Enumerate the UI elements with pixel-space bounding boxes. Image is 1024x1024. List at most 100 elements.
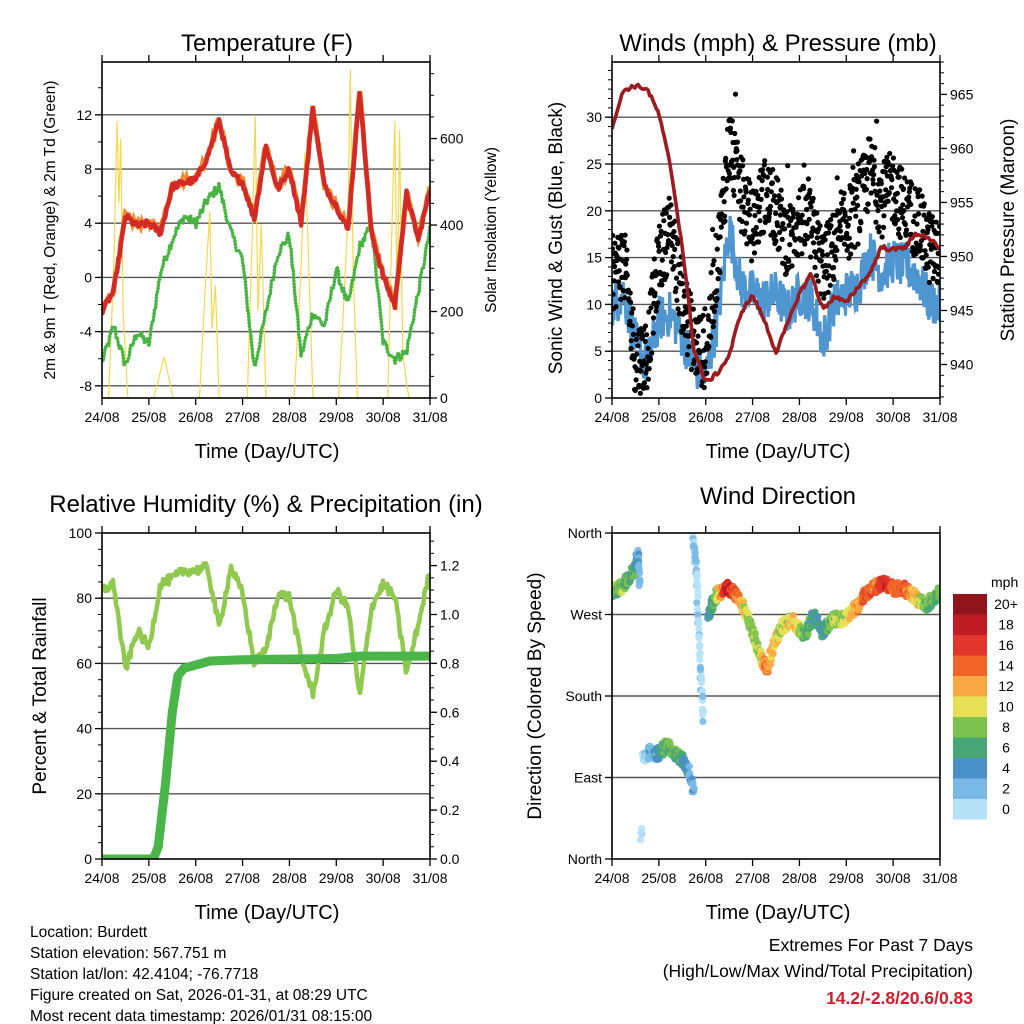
- gust-point: [834, 247, 840, 253]
- gust-point: [632, 387, 638, 393]
- gust-point: [925, 264, 931, 270]
- gust-point: [877, 188, 883, 194]
- x-tick-label: 31/08: [922, 409, 957, 425]
- gust-point: [673, 285, 679, 291]
- winds-title: Winds (mph) & Pressure (mb): [619, 30, 936, 57]
- x-tick-label: 30/08: [876, 409, 911, 425]
- gust-point: [831, 276, 837, 282]
- gust-point: [848, 251, 854, 257]
- gust-point: [633, 336, 640, 342]
- gust-point: [817, 223, 823, 229]
- gust-point: [925, 226, 931, 233]
- gust-point: [648, 305, 654, 311]
- gust-point: [854, 194, 860, 200]
- gust-point: [893, 199, 899, 205]
- extremes-subheading: (High/Low/Max Wind/Total Precipitation): [663, 961, 973, 981]
- y-tick-label: -4: [80, 324, 93, 340]
- gust-point: [782, 226, 788, 232]
- gust-point: [776, 245, 782, 251]
- gust-point: [779, 236, 785, 242]
- gust-point: [628, 345, 634, 352]
- gust-point: [814, 235, 820, 241]
- gust-point: [663, 249, 669, 255]
- gust-point: [723, 155, 729, 161]
- legend-swatch: [953, 635, 987, 656]
- gust-point: [865, 201, 871, 207]
- gust-point: [723, 186, 729, 192]
- gust-point: [612, 291, 616, 297]
- x-tick-label: 29/08: [829, 409, 864, 425]
- gust-point: [714, 296, 720, 302]
- legend-label: 20+: [994, 596, 1018, 612]
- gust-point: [759, 167, 766, 173]
- gust-point: [929, 214, 935, 220]
- direction-point: [751, 629, 759, 638]
- gust-point: [627, 290, 633, 296]
- humidity-title: Relative Humidity (%) & Precipitation (i…: [49, 491, 482, 518]
- direction-point: [696, 666, 705, 674]
- y2-tick-label: 940: [950, 357, 974, 373]
- gust-point: [702, 359, 708, 365]
- gust-point: [852, 244, 858, 250]
- y-tick-label: 4: [84, 215, 92, 231]
- gust-point: [617, 285, 623, 291]
- gust-point: [768, 189, 774, 195]
- gust-point: [902, 221, 909, 227]
- gust-point: [810, 240, 817, 246]
- gust-point: [772, 232, 778, 238]
- gust-point: [864, 176, 870, 182]
- gust-point: [757, 218, 763, 224]
- gust-point: [892, 213, 898, 219]
- gust-point: [799, 251, 805, 257]
- gust-point: [840, 196, 847, 202]
- gust-point: [710, 226, 716, 233]
- wind-direction-xlabel: Time (Day/UTC): [706, 902, 851, 924]
- gust-point: [799, 212, 805, 218]
- gust-point: [767, 203, 774, 209]
- gust-point: [732, 91, 739, 97]
- y-tick-label: 10: [586, 296, 602, 312]
- legend-label: 0: [1002, 801, 1010, 817]
- gust-point: [714, 288, 720, 294]
- gust-point: [808, 204, 814, 210]
- direction-segment: [636, 824, 646, 844]
- x-tick-label: 25/08: [131, 409, 166, 425]
- gust-point: [668, 202, 674, 208]
- solar-ylabel: Solar Insolation (Yellow): [483, 147, 500, 313]
- x-tick-label: 27/08: [735, 870, 770, 886]
- gust-point: [755, 239, 762, 245]
- gust-point: [618, 296, 624, 302]
- gust-point: [870, 181, 876, 187]
- gust-point: [883, 187, 889, 193]
- gust-point: [901, 186, 907, 192]
- gust-point: [671, 228, 677, 235]
- plot-frame: [611, 61, 941, 399]
- y-tick-label: 100: [69, 525, 93, 541]
- gust-point: [864, 166, 870, 173]
- y-tick-label: 60: [76, 655, 92, 671]
- gust-point: [710, 262, 716, 268]
- gust-point: [764, 193, 770, 199]
- gust-point: [728, 129, 734, 135]
- gust-point: [701, 384, 707, 391]
- gust-point: [635, 343, 641, 349]
- gust-point: [900, 202, 906, 208]
- gust-point: [737, 168, 743, 174]
- gust-point: [824, 252, 831, 258]
- gust-point: [740, 157, 746, 163]
- legend-swatch: [953, 696, 987, 717]
- x-tick-label: 29/08: [319, 409, 354, 425]
- y2-tick-label: 1.2: [440, 558, 460, 574]
- gust-point: [873, 219, 879, 225]
- gust-point: [903, 227, 910, 233]
- gust-point: [759, 178, 765, 184]
- direction-point: [690, 784, 698, 792]
- gust-point: [659, 282, 665, 288]
- x-tick-label: 31/08: [922, 870, 957, 886]
- gust-point: [833, 257, 839, 263]
- y-tick-label: -8: [80, 378, 93, 394]
- gust-point: [631, 355, 637, 361]
- gust-point: [659, 257, 665, 263]
- gust-point: [917, 187, 923, 193]
- direction-point: [636, 569, 644, 577]
